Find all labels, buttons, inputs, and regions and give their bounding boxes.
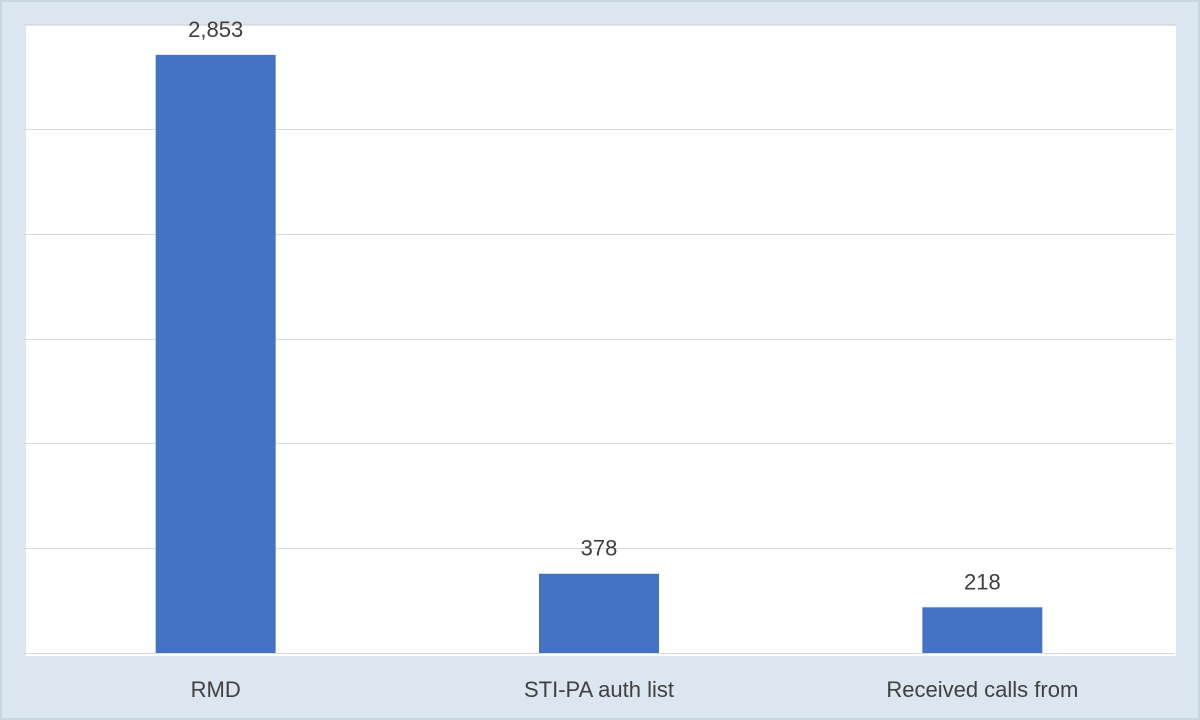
bar-received-calls-from (922, 607, 1043, 653)
bars (155, 54, 1043, 654)
bar-sti-pa-auth-list (539, 573, 659, 653)
category-label: RMD (191, 677, 241, 702)
data-label: 218 (964, 569, 1001, 594)
data-label: 2,853 (188, 17, 243, 42)
category-label: STI-PA auth list (524, 677, 674, 702)
bar-rmd (155, 54, 276, 654)
category-labels: RMD STI-PA auth list Received calls from (191, 677, 1079, 702)
category-label: Received calls from (886, 677, 1078, 702)
data-labels: 2,853 378 218 (188, 17, 1001, 594)
data-label: 378 (581, 536, 618, 561)
